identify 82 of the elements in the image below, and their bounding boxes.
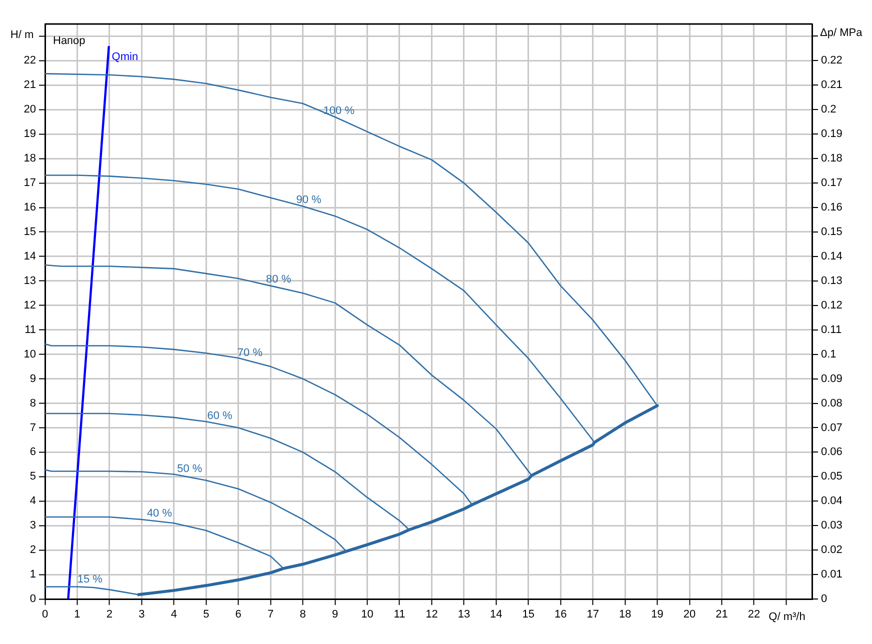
y-tick-label: 21 bbox=[24, 79, 36, 92]
y2-tick-label: 0.22 bbox=[821, 54, 842, 67]
y2-tick-label: 0.04 bbox=[821, 495, 842, 508]
y2-tick-label: 0.15 bbox=[821, 226, 842, 238]
x-tick-label: 15 bbox=[522, 608, 535, 621]
x-tick-label: 20 bbox=[683, 608, 696, 621]
x-tick-label: 19 bbox=[651, 608, 664, 621]
series-label: 15 % bbox=[77, 573, 103, 586]
y-tick-label: 20 bbox=[24, 104, 36, 116]
x-tick-label: 3 bbox=[138, 608, 145, 621]
y2-tick-label: 0.21 bbox=[821, 79, 842, 92]
y2-tick-label: 0.17 bbox=[821, 177, 842, 190]
y2-axis-title: Δp/ MPa bbox=[820, 27, 864, 40]
x-tick-label: 5 bbox=[203, 608, 210, 621]
series-label: 40 % bbox=[146, 508, 172, 520]
y-tick-label: 10 bbox=[24, 348, 36, 360]
y-tick-label: 18 bbox=[24, 152, 36, 165]
y-tick-label: 7 bbox=[30, 422, 36, 434]
x-tick-label: 22 bbox=[748, 608, 760, 621]
x-tick-label: 4 bbox=[170, 608, 177, 621]
series-label: Qmin bbox=[112, 51, 138, 64]
x-tick-label: 16 bbox=[554, 608, 567, 621]
series-label: 80 % bbox=[266, 274, 292, 286]
y2-tick-label: 0.05 bbox=[821, 470, 842, 483]
x-tick-label: 11 bbox=[394, 608, 406, 621]
x-tick-label: 13 bbox=[458, 608, 470, 621]
series-label: 100 % bbox=[323, 104, 355, 117]
y-tick-label: 14 bbox=[24, 250, 36, 262]
y2-tick-label: 0.07 bbox=[821, 422, 842, 434]
y-tick-label: 19 bbox=[24, 128, 36, 140]
series-label: 60 % bbox=[207, 410, 233, 422]
x-axis-title: Q/ m³/h bbox=[768, 611, 806, 624]
y2-tick-label: 0.03 bbox=[821, 520, 842, 532]
y-tick-label: 2 bbox=[30, 544, 36, 556]
x-tick-label: 12 bbox=[426, 608, 438, 621]
y-tick-label: 13 bbox=[24, 274, 36, 287]
y-tick-label: 11 bbox=[24, 324, 36, 336]
y2-tick-label: 0.2 bbox=[821, 104, 836, 116]
y-tick-label: 12 bbox=[24, 299, 36, 312]
y2-tick-label: 0.11 bbox=[821, 324, 842, 336]
y2-tick-label: 0 bbox=[821, 593, 828, 606]
x-tick-label: 2 bbox=[106, 608, 113, 621]
y2-tick-label: 0.06 bbox=[821, 446, 842, 458]
y2-tick-label: 0.01 bbox=[821, 568, 842, 581]
x-tick-label: 14 bbox=[490, 608, 502, 621]
x-tick-label: 8 bbox=[300, 608, 306, 621]
text: Напор bbox=[53, 35, 86, 48]
series-label: 90 % bbox=[296, 194, 322, 206]
y-tick-label: 4 bbox=[30, 495, 36, 508]
y2-tick-label: 0.1 bbox=[821, 348, 836, 360]
x-tick-label: 10 bbox=[361, 608, 374, 621]
x-tick-label: 6 bbox=[235, 608, 242, 621]
y2-tick-label: 0.09 bbox=[821, 372, 842, 385]
x-tick-label: 17 bbox=[586, 608, 599, 621]
y-tick-label: 17 bbox=[24, 177, 36, 190]
y-tick-label: 16 bbox=[24, 202, 36, 214]
x-tick-label: 21 bbox=[716, 608, 728, 621]
y-tick-label: 6 bbox=[30, 446, 36, 458]
y2-tick-label: 0.12 bbox=[821, 299, 842, 312]
x-tick-label: 0 bbox=[42, 608, 48, 621]
x-tick-label: 18 bbox=[618, 608, 632, 621]
y2-tick-label: 0.19 bbox=[821, 128, 842, 140]
x-tick-label: 7 bbox=[268, 608, 274, 621]
series-label: 70 % bbox=[237, 347, 263, 360]
x-tick-label: 1 bbox=[74, 608, 80, 621]
y-tick-label: 15 bbox=[24, 226, 36, 238]
y2-tick-label: 0.02 bbox=[821, 544, 842, 556]
y-axis-title: H/ m bbox=[10, 29, 34, 42]
y2-tick-label: 0.13 bbox=[821, 274, 842, 287]
y-tick-label: 22 bbox=[24, 54, 36, 67]
y-tick-label: 1 bbox=[30, 568, 36, 581]
y2-tick-label: 0.16 bbox=[821, 202, 842, 214]
y-tick-label: 0 bbox=[30, 593, 36, 606]
y2-tick-label: 0.18 bbox=[821, 152, 842, 165]
y2-tick-label: 0.14 bbox=[821, 250, 842, 262]
x-tick-label: 9 bbox=[332, 608, 338, 621]
y-tick-label: 3 bbox=[30, 520, 36, 532]
y-tick-label: 5 bbox=[30, 470, 36, 483]
y-tick-label: 8 bbox=[30, 397, 36, 410]
series-label: 50 % bbox=[177, 463, 202, 476]
y-tick-label: 9 bbox=[30, 372, 36, 385]
y2-tick-label: 0.08 bbox=[821, 397, 842, 410]
